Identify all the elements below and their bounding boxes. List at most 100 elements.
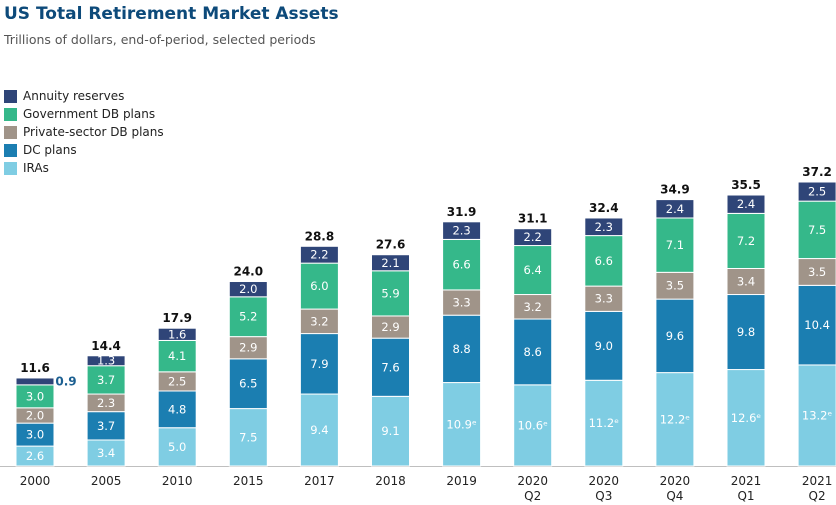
data-label: 0.9 (55, 374, 76, 388)
bar-segment (726, 294, 766, 371)
chart-title: US Total Retirement Market Assets (4, 4, 339, 24)
bar-segment (726, 268, 766, 296)
x-tick-label: 2010 (162, 474, 193, 488)
legend-label-iras: IRAs (23, 161, 49, 175)
data-label: 4.8 (168, 402, 186, 416)
bar-segment (442, 314, 482, 384)
data-label: 3.4 (97, 446, 115, 460)
bar-segment (157, 427, 197, 467)
bar-segment (371, 254, 410, 272)
data-label: 2.3 (452, 224, 470, 238)
bar-segment (86, 439, 126, 467)
legend-swatch-government-db (4, 107, 17, 121)
bar-segment (228, 358, 268, 410)
bar-segment (726, 212, 766, 270)
data-label: 6.6 (452, 258, 470, 272)
x-tick-label: Q3 (595, 489, 612, 503)
data-label: 6.6 (595, 254, 613, 268)
data-label: 3.3 (595, 292, 613, 306)
x-tick-label: 2021 (802, 474, 833, 488)
total-label: 32.4 (589, 201, 619, 215)
bar-segment (371, 270, 410, 317)
data-label: 11.2ᵉ (589, 416, 620, 430)
bar-segment (513, 228, 553, 247)
legend-swatch-private-db (4, 125, 17, 139)
bar-segment (86, 355, 126, 367)
bar-segment (442, 382, 482, 467)
data-label: 10.6ᵉ (517, 418, 548, 432)
legend-label-private-db: Private-sector DB plans (23, 125, 164, 139)
legend-swatch-iras (4, 161, 17, 175)
data-label: 7.9 (310, 357, 328, 371)
chart-subtitle: Trillions of dollars, end-of-period, sel… (4, 32, 316, 47)
legend-swatch-dc (4, 143, 17, 157)
bar-segment (157, 390, 197, 429)
total-label: 35.5 (731, 178, 761, 192)
x-tick-label: 2021 (731, 474, 762, 488)
data-label: 3.5 (666, 279, 684, 293)
x-tick-label: Q4 (666, 489, 683, 503)
total-label: 24.0 (233, 265, 263, 279)
bar-segment (299, 262, 339, 310)
data-label: 2.0 (26, 408, 44, 422)
bar-segment (655, 217, 695, 273)
data-label: 9.1 (381, 424, 399, 438)
bar-segment (15, 377, 55, 386)
bar-segment (86, 365, 126, 395)
bar-segment (157, 339, 197, 373)
total-label: 28.8 (305, 229, 335, 243)
bar-segment (584, 235, 624, 287)
bar-segment (797, 181, 836, 202)
x-tick-label: 2020 (589, 474, 620, 488)
data-label: 9.0 (595, 339, 613, 353)
data-label: 3.2 (524, 300, 542, 314)
data-label: 7.5 (808, 223, 826, 237)
data-label: 13.2ᵉ (802, 408, 833, 422)
data-label: 9.8 (737, 325, 755, 339)
data-label: 6.5 (239, 377, 257, 391)
x-tick-label: 2018 (375, 474, 406, 488)
data-label: 9.6 (666, 329, 684, 343)
data-label: 2.5 (168, 374, 186, 388)
x-tick-label: 2020 (660, 474, 691, 488)
data-label: 9.4 (310, 423, 328, 437)
x-tick-label: 2005 (91, 474, 122, 488)
bar-segment (442, 238, 482, 291)
data-label: 2.5 (808, 185, 826, 199)
bar-segment (371, 395, 410, 467)
data-label: 7.5 (239, 430, 257, 444)
data-label: 10.9ᵉ (446, 417, 477, 431)
legend-item-dc: DC plans (4, 141, 164, 159)
legend-item-government-db: Government DB plans (4, 105, 164, 123)
data-label: 12.6ᵉ (731, 411, 762, 425)
data-label: 7.6 (381, 360, 399, 374)
total-label: 31.1 (518, 212, 548, 226)
bar-segment (299, 393, 339, 467)
bar-segment (655, 271, 695, 300)
bar-segment (299, 308, 339, 335)
data-label: 7.1 (666, 238, 684, 252)
bar-segment (157, 327, 197, 341)
bar-segment (442, 221, 482, 240)
total-label: 37.2 (802, 165, 832, 179)
x-tick-label: 2000 (20, 474, 51, 488)
x-tick-label: 2015 (233, 474, 264, 488)
data-label: 1.6 (168, 327, 186, 341)
legend-item-iras: IRAs (4, 159, 164, 177)
bar-segment (86, 411, 126, 441)
bar-segment (228, 296, 268, 338)
legend-item-private-db: Private-sector DB plans (4, 123, 164, 141)
bar-segment (228, 281, 268, 298)
data-label: 2.1 (381, 256, 399, 270)
data-label: 12.2ᵉ (660, 412, 691, 426)
total-label: 14.4 (91, 339, 121, 353)
data-label: 7.2 (737, 234, 755, 248)
bar-segment (371, 337, 410, 397)
data-label: 8.8 (452, 342, 470, 356)
data-label: 8.6 (524, 345, 542, 359)
legend-item-annuity: Annuity reserves (4, 87, 164, 105)
total-label: 17.9 (162, 311, 192, 325)
data-label: 10.4 (804, 318, 830, 332)
data-label: 3.7 (97, 419, 115, 433)
